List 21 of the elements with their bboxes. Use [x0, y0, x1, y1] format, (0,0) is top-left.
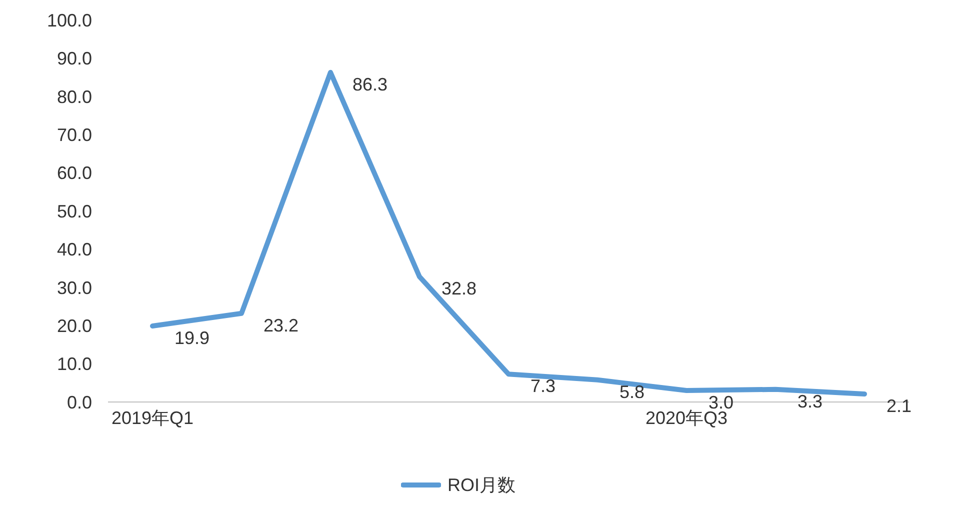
legend-label: ROI月数 [447, 474, 516, 497]
data-label: 86.3 [352, 74, 388, 94]
data-label: 2.1 [886, 396, 912, 416]
y-tick-label: 40.0 [56, 240, 92, 260]
y-tick-label: 10.0 [56, 354, 92, 374]
y-tick-label: 0.0 [66, 392, 92, 412]
x-tick-label: 2019年Q1 [111, 408, 194, 428]
y-tick-label: 20.0 [56, 316, 92, 336]
data-label: 5.8 [620, 382, 645, 402]
data-label: 19.9 [174, 328, 210, 348]
y-tick-label: 50.0 [56, 201, 92, 222]
y-tick-label: 70.0 [56, 124, 92, 145]
data-label: 23.2 [264, 315, 299, 336]
y-tick-label: 100.0 [46, 10, 92, 30]
y-tick-label: 90.0 [56, 48, 92, 69]
data-label: 3.3 [798, 391, 823, 412]
data-label: 7.3 [530, 376, 556, 396]
y-tick-label: 60.0 [56, 163, 92, 184]
y-tick-label: 30.0 [56, 278, 92, 298]
data-label: 32.8 [442, 278, 477, 299]
y-tick-label: 80.0 [56, 86, 92, 107]
